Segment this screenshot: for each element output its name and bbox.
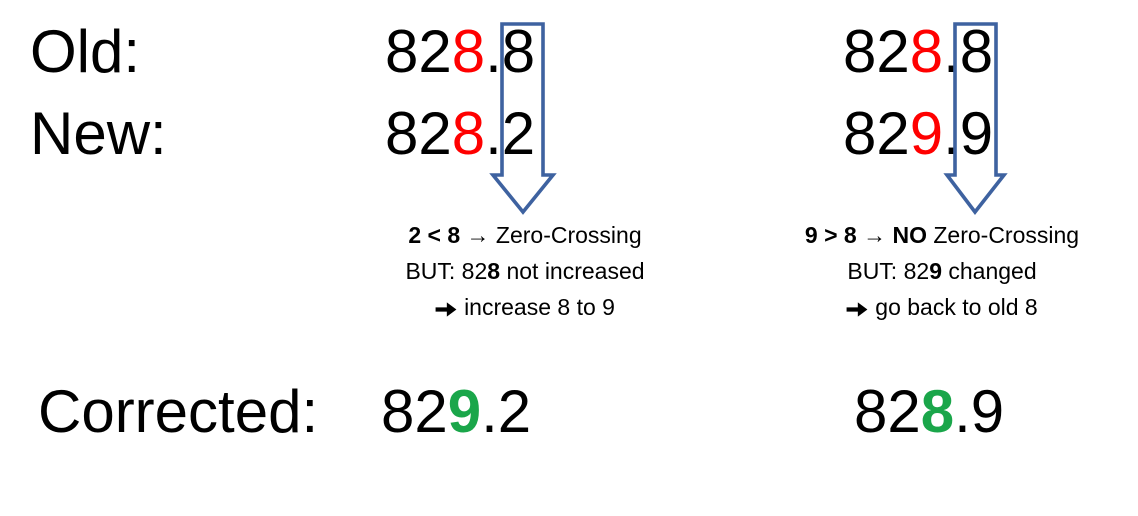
down-arrow-icon — [943, 22, 1008, 215]
explanation-left-line2: BUT: 828 not increased — [330, 253, 720, 289]
comparison-text: 2 < 8 → — [408, 222, 490, 248]
reading-right-new-mark: 9 — [909, 100, 944, 167]
reading-left-new: 828.2 — [385, 104, 535, 164]
reading-right-corrected: 828.9 — [854, 382, 1004, 442]
reading-right-corrected-prefix: 82 — [854, 378, 921, 445]
corrected-row-label: Corrected: — [38, 378, 319, 445]
but-text: BUT: 82 — [405, 258, 488, 284]
explanation-right-line3: go back to old 8 — [752, 289, 1132, 325]
action-text: go back to old 8 — [875, 294, 1038, 320]
reading-left-corrected: 829.2 — [381, 382, 531, 442]
reading-left-new-mark: 8 — [451, 100, 486, 167]
right-arrow-icon — [846, 302, 868, 317]
reading-right-old-mark: 8 — [909, 18, 944, 85]
conclusion-text: Zero-Crossing — [926, 222, 1080, 248]
explanation-right: 9 > 8 → NO Zero-Crossing BUT: 829 change… — [752, 217, 1132, 325]
reading-left-old-prefix: 82 — [385, 18, 452, 85]
reading-left-corrected-suffix: .2 — [481, 378, 532, 445]
right-arrow-icon — [435, 302, 457, 317]
explanation-left-line1: 2 < 8 → Zero-Crossing — [330, 217, 720, 253]
reading-left-new-suffix: .2 — [485, 100, 536, 167]
down-arrow-icon — [489, 22, 557, 215]
reading-right-new-suffix: .9 — [943, 100, 994, 167]
reading-left-corrected-prefix: 82 — [381, 378, 448, 445]
reading-right-old: 828.8 — [843, 22, 993, 82]
conclusion-text: Zero-Crossing — [489, 222, 642, 248]
reading-right-old-prefix: 82 — [843, 18, 910, 85]
reading-right-new-prefix: 82 — [843, 100, 910, 167]
action-text: increase 8 to 9 — [464, 294, 615, 320]
reading-left-old-suffix: .8 — [485, 18, 536, 85]
explanation-right-line1: 9 > 8 → NO Zero-Crossing — [752, 217, 1132, 253]
new-row-label: New: — [30, 100, 167, 167]
explanation-left: 2 < 8 → Zero-Crossing BUT: 828 not incre… — [330, 217, 720, 325]
but-text-rest: not increased — [500, 258, 645, 284]
explanation-right-line2: BUT: 829 changed — [752, 253, 1132, 289]
comparison-text: 9 > 8 → NO — [804, 222, 927, 248]
reading-left-old-mark: 8 — [451, 18, 486, 85]
reading-right-old-suffix: .8 — [943, 18, 994, 85]
old-row-label: Old: — [30, 18, 141, 85]
but-text: BUT: 82 — [847, 258, 930, 284]
explanation-left-line3: increase 8 to 9 — [330, 289, 720, 325]
reading-right-corrected-suffix: .9 — [954, 378, 1005, 445]
digit-emphasis: 8 — [487, 258, 501, 284]
reading-right-new: 829.9 — [843, 104, 993, 164]
reading-right-corrected-mark: 8 — [920, 378, 955, 445]
reading-left-corrected-mark: 9 — [447, 378, 482, 445]
but-text-rest: changed — [941, 258, 1037, 284]
reading-left-new-prefix: 82 — [385, 100, 452, 167]
reading-left-old: 828.8 — [385, 22, 535, 82]
digit-emphasis: 9 — [929, 258, 942, 284]
